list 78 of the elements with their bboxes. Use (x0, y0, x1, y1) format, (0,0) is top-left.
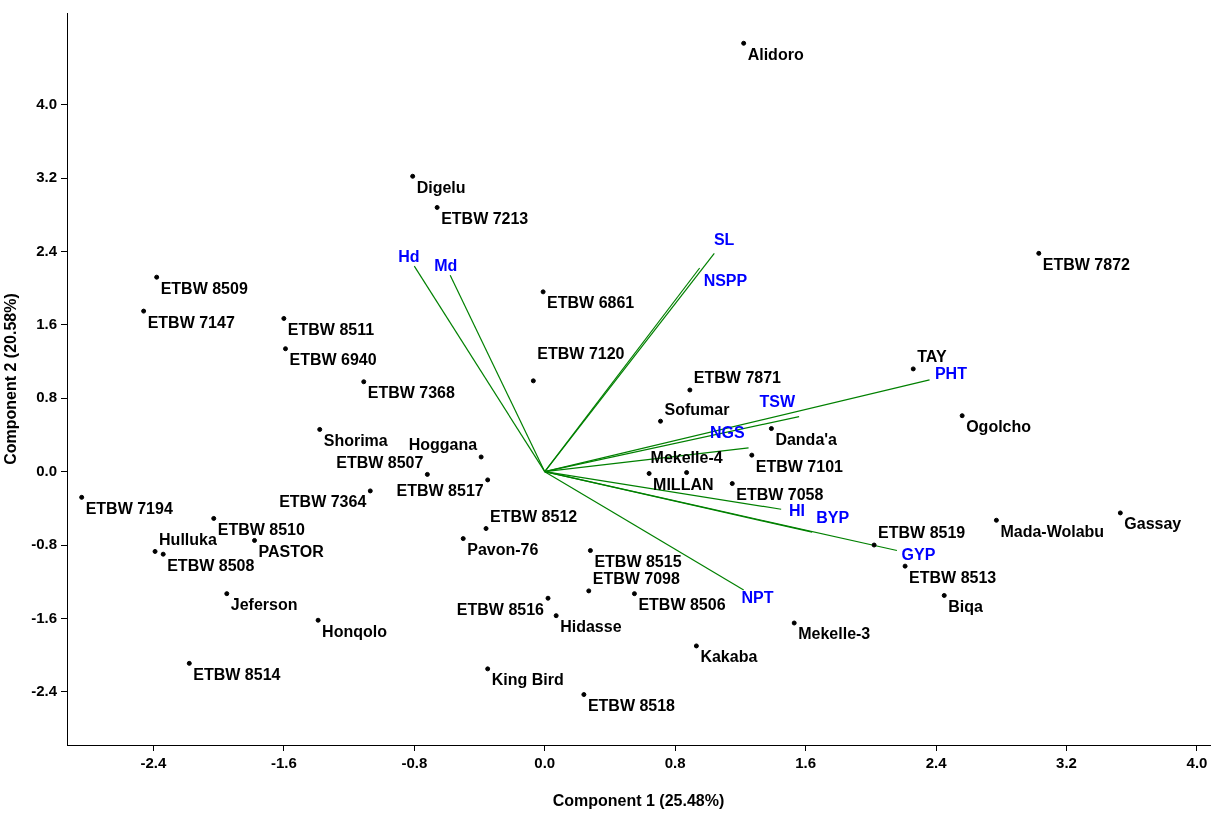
data-label: ETBW 8506 (638, 596, 726, 614)
data-label: Gassay (1124, 515, 1182, 533)
data-label: Danda'a (775, 430, 838, 448)
data-label: ETBW 8512 (490, 507, 578, 525)
data-label: ETBW 7098 (592, 570, 681, 588)
data-label: Ogolcho (966, 418, 1032, 436)
data-label: ETBW 7364 (279, 493, 367, 511)
y-tick-label: 2.4 (36, 241, 58, 259)
x-tick-label: 2.4 (925, 754, 948, 772)
data-label: ETBW 7213 (441, 209, 529, 227)
data-label: ETBW 8514 (193, 665, 281, 683)
x-tick-label: -2.4 (140, 754, 167, 772)
x-tick-label: 0.8 (664, 754, 686, 772)
series-label: NPT (741, 588, 774, 606)
series-label: BYP (816, 508, 850, 526)
data-label: Sofumar (664, 400, 730, 418)
data-label: Hoggana (408, 436, 478, 454)
data-label: ETBW 7147 (147, 313, 235, 331)
x-tick-label: -0.8 (401, 754, 428, 772)
y-tick-label: -1.6 (31, 608, 57, 626)
data-label: ETBW 6940 (289, 351, 377, 369)
series-label: TSW (759, 393, 797, 411)
data-label: Biqa (948, 597, 983, 615)
y-tick-label: 3.2 (36, 168, 57, 186)
series-label: NSPP (703, 272, 748, 290)
data-label: Kakaba (700, 648, 758, 666)
data-label: Shorima (323, 431, 388, 449)
data-label: ETBW 8511 (287, 320, 375, 338)
y-tick-label: 1.6 (36, 315, 57, 333)
series-label: GYP (901, 545, 936, 563)
x-tick-label: 4.0 (1186, 754, 1208, 772)
data-label: ETBW 7101 (755, 457, 844, 475)
data-label: ETBW 7058 (736, 485, 824, 503)
data-label: Hulluka (159, 530, 217, 548)
data-label: ETBW 7194 (85, 499, 173, 517)
data-label: PASTOR (258, 542, 325, 560)
y-tick-label: 4.0 (36, 94, 57, 112)
data-label: ETBW 7871 (693, 369, 782, 387)
data-label: Pavon-76 (467, 541, 539, 559)
data-label: ETBW 8508 (167, 556, 255, 574)
x-tick-label: 0.0 (534, 754, 556, 772)
data-label: Mekelle-3 (798, 625, 871, 643)
series-label: Md (434, 256, 458, 274)
series-label: Hd (398, 248, 420, 266)
data-label: ETBW 8517 (396, 482, 484, 500)
data-label: Honqolo (322, 622, 388, 640)
data-label: ETBW 8507 (336, 453, 424, 471)
x-tick-label: -1.6 (270, 754, 297, 772)
data-label: ETBW 8510 (217, 520, 305, 538)
data-label: Hidasse (560, 618, 622, 636)
data-label: TAY (917, 348, 947, 366)
data-label: Mada-Wolabu (1000, 522, 1105, 540)
data-label: ETBW 8509 (160, 279, 248, 297)
data-label: Alidoro (747, 45, 804, 63)
series-label: SL (713, 231, 735, 249)
y-tick-label: 0.8 (36, 388, 57, 406)
data-label: ETBW 7368 (367, 384, 455, 402)
data-label: ETBW 8515 (594, 552, 682, 570)
data-label: Jeferson (230, 596, 298, 614)
y-tick-label: -0.8 (31, 535, 57, 553)
data-label: ETBW 8518 (587, 696, 676, 714)
x-axis-title: Component 1 (25.48%) (552, 791, 725, 809)
y-axis-title: Component 2 (20.58%) (2, 293, 20, 465)
data-label: Digelu (416, 178, 466, 196)
x-tick-label: 1.6 (795, 754, 817, 772)
data-label: ETBW 7872 (1042, 255, 1131, 273)
data-label: King Bird (491, 671, 564, 689)
data-label: ETBW 7120 (537, 345, 625, 363)
series-label: HI (788, 502, 805, 520)
data-label: ETBW 8516 (456, 600, 545, 618)
data-label: MILLAN (653, 475, 714, 493)
data-label: ETBW 8513 (909, 568, 997, 586)
data-label: ETBW 6861 (547, 294, 635, 312)
x-tick-label: 3.2 (1056, 754, 1077, 772)
series-label: PHT (934, 365, 968, 383)
data-label: ETBW 8519 (878, 524, 966, 542)
y-tick-label: 0.0 (36, 461, 57, 479)
y-tick-label: -2.4 (31, 681, 58, 699)
